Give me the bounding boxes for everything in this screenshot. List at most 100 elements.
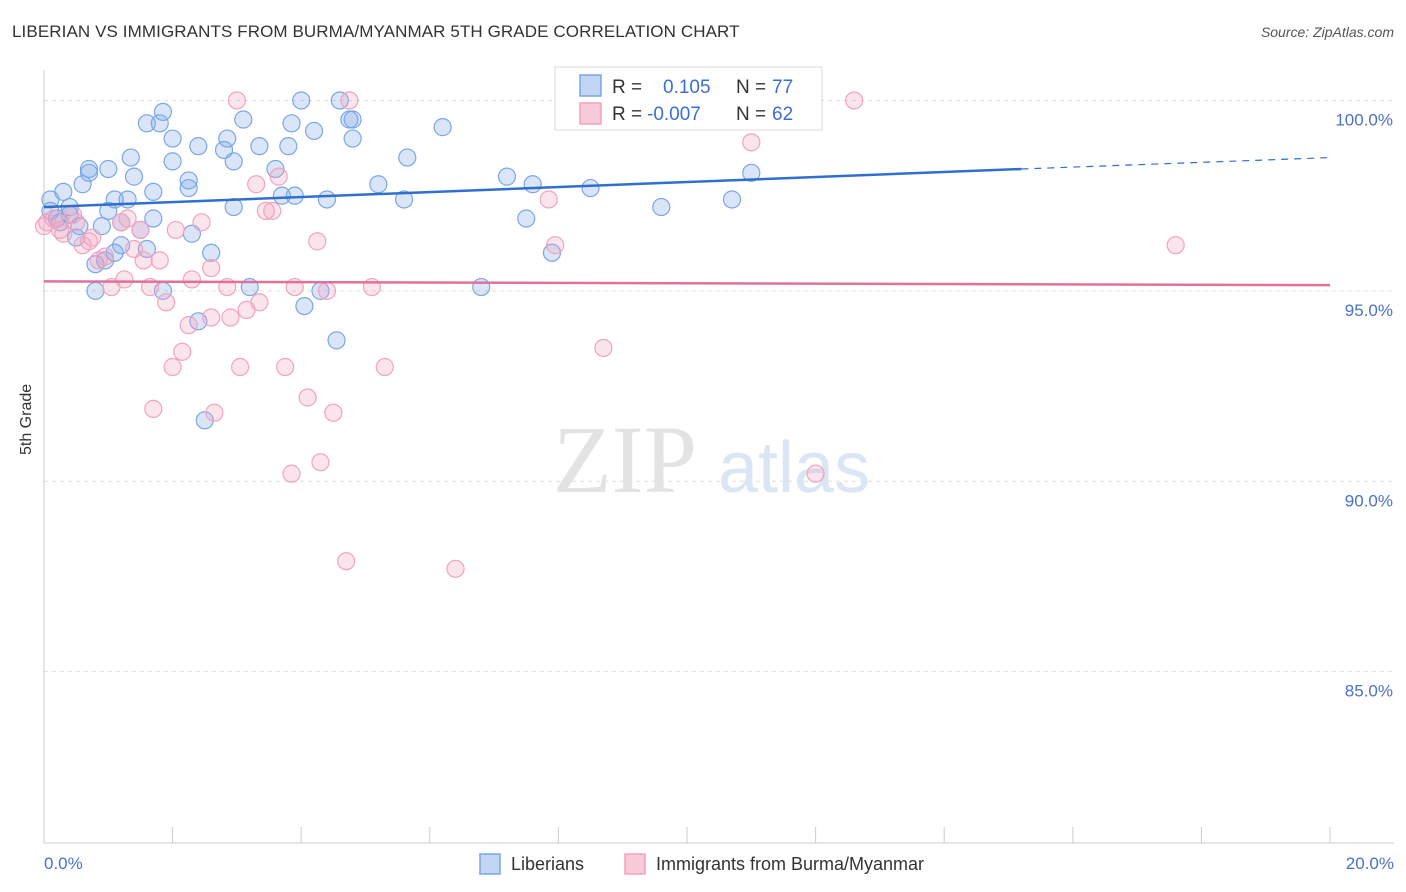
liberians-point bbox=[581, 178, 600, 198]
liberians-point bbox=[394, 190, 414, 209]
burma-point bbox=[231, 357, 250, 377]
liberians-point bbox=[317, 190, 337, 209]
y-tick-label: 85.0% bbox=[1345, 682, 1393, 701]
legend-n-value-2: 62 bbox=[772, 104, 793, 125]
y-tick-label: 100.0% bbox=[1335, 110, 1393, 129]
burma-point bbox=[311, 453, 330, 472]
liberians-point bbox=[285, 186, 304, 205]
liberians-point bbox=[144, 209, 163, 228]
bottom-legend-liberians: Liberians bbox=[511, 854, 584, 874]
liberians-point bbox=[250, 137, 269, 156]
liberians-point bbox=[118, 190, 137, 209]
liberians-point bbox=[330, 91, 349, 110]
burma-point bbox=[202, 258, 221, 278]
burma-point bbox=[157, 293, 176, 312]
liberians-point bbox=[523, 175, 542, 194]
liberians-point bbox=[99, 201, 118, 220]
bottom-legend-swatch-burma bbox=[624, 853, 646, 875]
axes bbox=[43, 70, 1394, 844]
legend-n-value-1: 77 bbox=[772, 77, 793, 98]
liberians-point bbox=[73, 175, 92, 194]
liberians-point bbox=[218, 129, 237, 148]
watermark-atlas: atlas bbox=[718, 428, 870, 508]
burma-point bbox=[263, 201, 282, 220]
burma-point bbox=[324, 403, 343, 422]
x-tick-label-max: 20.0% bbox=[1346, 854, 1394, 873]
burma-point bbox=[44, 209, 63, 228]
burma-point bbox=[282, 464, 301, 483]
burma-points bbox=[34, 91, 1185, 578]
liberians-point bbox=[195, 411, 214, 430]
legend-n-label-1: N = bbox=[736, 77, 766, 98]
liberians-point bbox=[137, 114, 156, 133]
burma-point bbox=[115, 270, 134, 289]
liberians-point bbox=[179, 178, 198, 198]
bottom-legend-burma: Immigrants from Burma/Myanmar bbox=[656, 854, 924, 874]
gridlines bbox=[44, 99, 1394, 673]
burma-point bbox=[173, 342, 192, 361]
source-label: Source: ZipAtlas.com bbox=[1260, 24, 1394, 40]
liberians-point bbox=[86, 281, 105, 300]
burma-point bbox=[845, 91, 864, 110]
burma-point bbox=[83, 228, 102, 247]
liberians-point bbox=[121, 148, 140, 167]
burma-point bbox=[806, 464, 825, 483]
watermark: ZIP atlas bbox=[553, 406, 870, 513]
burma-point bbox=[539, 190, 558, 209]
burma-point bbox=[337, 552, 356, 571]
burma-point bbox=[134, 251, 153, 270]
burma-point bbox=[742, 133, 761, 152]
legend-r-label-1: R = bbox=[612, 77, 642, 98]
burma-point bbox=[192, 213, 211, 232]
liberians-point bbox=[224, 152, 243, 171]
burma-point bbox=[221, 308, 240, 327]
burma-point bbox=[179, 316, 198, 335]
x-tick-label-min: 0.0% bbox=[44, 854, 83, 873]
liberians-point bbox=[472, 277, 491, 297]
liberians-point bbox=[153, 102, 173, 121]
y-tick-labels: 100.0% 95.0% 90.0% 85.0% bbox=[1335, 110, 1393, 700]
liberians-point bbox=[343, 129, 362, 148]
liberians-point bbox=[189, 137, 208, 156]
liberians-point bbox=[517, 209, 536, 228]
liberians-point bbox=[79, 163, 99, 182]
burma-point bbox=[247, 175, 266, 194]
legend-n-label-2: N = bbox=[736, 104, 766, 125]
liberians-point bbox=[398, 148, 417, 167]
top-legend: R = 0.105 N = 77 R = -0.007 N = 62 bbox=[554, 66, 823, 131]
burma-point bbox=[269, 167, 288, 186]
burma-point bbox=[95, 247, 115, 266]
burma-point bbox=[446, 559, 465, 578]
liberians-point bbox=[292, 91, 311, 110]
bottom-legend-swatch-liberians bbox=[479, 853, 501, 875]
burma-point bbox=[308, 232, 327, 251]
liberians-point bbox=[124, 167, 144, 186]
y-tick-label: 90.0% bbox=[1345, 491, 1393, 510]
burma-point bbox=[144, 399, 163, 419]
liberians-point bbox=[327, 331, 346, 350]
liberians-point bbox=[343, 110, 362, 129]
liberians-point bbox=[79, 159, 99, 179]
burma-point bbox=[227, 91, 246, 110]
liberians-point bbox=[179, 171, 198, 190]
burma-trend-line bbox=[43, 280, 1331, 287]
burma-point bbox=[276, 357, 295, 377]
burma-point bbox=[182, 270, 201, 289]
burma-point bbox=[67, 213, 86, 232]
burma-point bbox=[1166, 236, 1185, 255]
liberians-point bbox=[295, 296, 314, 316]
burma-point bbox=[131, 220, 150, 240]
liberians-point bbox=[105, 243, 124, 262]
legend-r-label-2: R = bbox=[612, 104, 642, 125]
legend-r-value-2: -0.007 bbox=[647, 104, 701, 125]
burma-point bbox=[163, 357, 182, 377]
liberians-point bbox=[234, 110, 253, 129]
liberians-point bbox=[282, 114, 301, 133]
liberians-point bbox=[304, 121, 324, 141]
watermark-zip: ZIP bbox=[553, 406, 697, 513]
burma-point bbox=[202, 308, 221, 327]
burma-point bbox=[118, 209, 137, 228]
liberians-point bbox=[279, 137, 298, 156]
liberians-trend-line bbox=[43, 167, 1022, 209]
